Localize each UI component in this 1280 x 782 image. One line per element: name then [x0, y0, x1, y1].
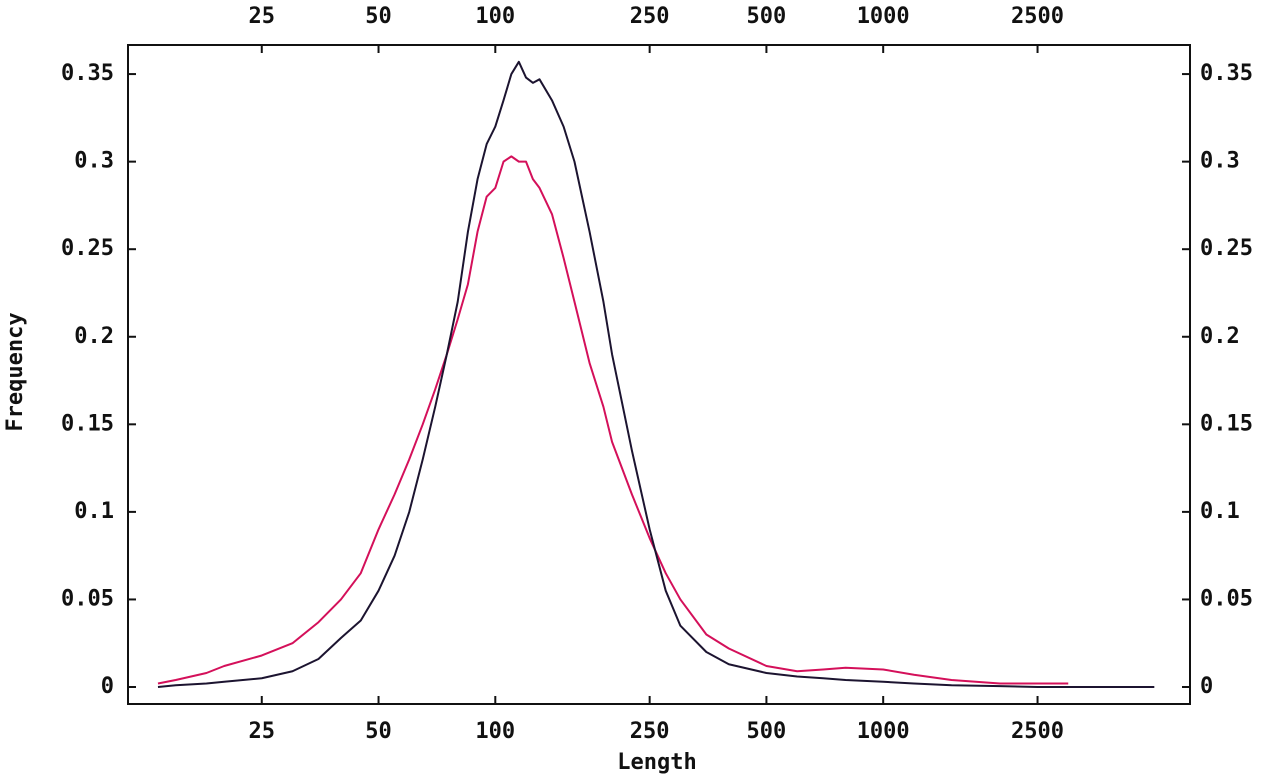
y-tick-label: 0.25 [61, 236, 114, 261]
y-tick-label: 0.05 [61, 586, 114, 611]
y2-tick-label: 0.15 [1200, 411, 1253, 436]
y-tick-label: 0 [101, 674, 114, 699]
x2-tick-label: 2500 [1011, 4, 1064, 29]
y-tick-label: 0.1 [74, 499, 114, 524]
y-tick-label: 0.35 [61, 61, 114, 86]
x-tick-label: 500 [747, 719, 787, 744]
x2-tick-label: 1000 [857, 4, 910, 29]
x-tick-label: 100 [475, 719, 515, 744]
y2-tick-label: 0 [1200, 674, 1213, 699]
x2-tick-label: 250 [630, 4, 670, 29]
x-tick-label: 1000 [857, 719, 910, 744]
y2-tick-label: 0.3 [1200, 149, 1240, 174]
data-line [157, 60, 1155, 689]
y-tick-label: 0.3 [74, 149, 114, 174]
x2-tick-label: 100 [475, 4, 515, 29]
data-line [157, 155, 1069, 685]
y2-tick-label: 0.25 [1200, 236, 1253, 261]
x-tick-label: 2500 [1011, 719, 1064, 744]
x-axis-label: Length [617, 750, 696, 775]
y2-tick-label: 0.2 [1200, 324, 1240, 349]
y2-tick-label: 0.05 [1200, 586, 1253, 611]
plot-frame [127, 44, 1191, 705]
x-tick-label: 250 [630, 719, 670, 744]
x-tick-label: 25 [249, 719, 276, 744]
y-tick-label: 0.2 [74, 324, 114, 349]
y-tick-label: 0.15 [61, 411, 114, 436]
x-tick-label: 50 [365, 719, 392, 744]
y2-tick-label: 0.1 [1200, 499, 1240, 524]
x2-tick-label: 25 [249, 4, 276, 29]
x2-tick-label: 50 [365, 4, 392, 29]
x2-tick-label: 500 [747, 4, 787, 29]
y-axis-label: Frequency [3, 312, 28, 431]
y2-tick-label: 0.35 [1200, 61, 1253, 86]
